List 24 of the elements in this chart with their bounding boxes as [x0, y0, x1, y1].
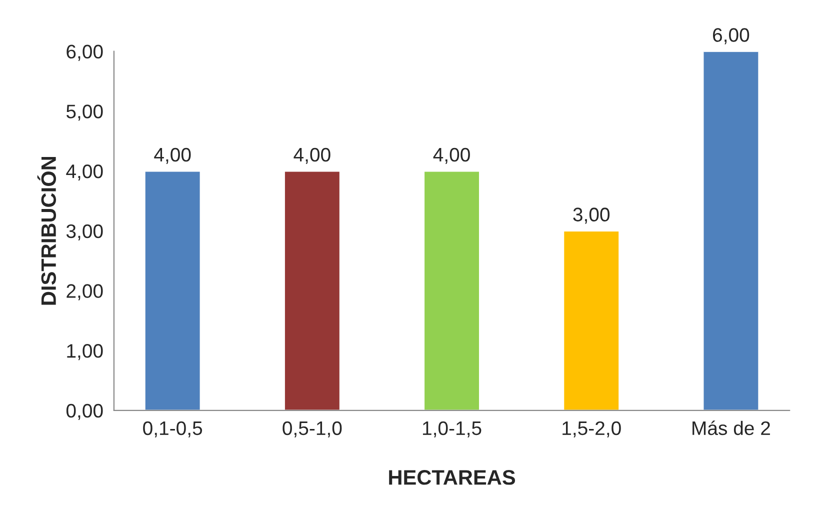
y-tick-label: 2,00: [66, 284, 103, 300]
y-axis-title: DISTRIBUCIÓN: [37, 157, 56, 305]
y-tick-label: 3,00: [66, 224, 103, 240]
x-tick-label: 1,0-1,5: [422, 421, 482, 438]
x-tick-label: Más de 2: [692, 420, 770, 436]
bar: [702, 51, 760, 410]
bar: [562, 230, 620, 410]
y-tick-label: 1,00: [67, 344, 103, 360]
y-tick-label: 4,00: [66, 164, 103, 181]
data-label: 4,00: [433, 148, 470, 164]
data-label: 3,00: [573, 208, 610, 224]
x-axis-title: HECTAREAS: [389, 470, 516, 485]
x-tick-label: 0,1-0,5: [143, 421, 202, 438]
bar: [423, 170, 480, 410]
data-label: 4,00: [294, 148, 330, 164]
y-tick-label: 6,00: [66, 44, 103, 61]
y-tick-label: 0,00: [66, 404, 103, 420]
bar: [284, 170, 341, 410]
data-label: 6,00: [713, 28, 750, 44]
x-tick-label: 0,5-1,0: [282, 421, 342, 438]
data-label: 4,00: [154, 148, 191, 164]
x-tick-label: 1,5-2,0: [562, 421, 621, 438]
bar: [144, 170, 202, 410]
y-tick-label: 5,00: [66, 104, 103, 121]
